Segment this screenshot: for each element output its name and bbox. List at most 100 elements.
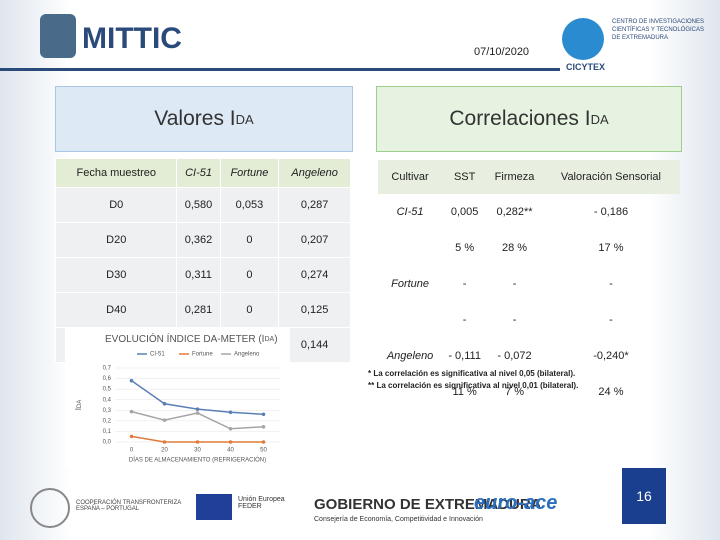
header-cell: CI-51 <box>176 158 221 188</box>
cell: 0,281 <box>176 292 221 328</box>
cell: 0,207 <box>278 222 351 258</box>
header-row: Cultivar SST Firmeza Valoración Sensorial <box>378 160 680 194</box>
row: D20 0,362 0 0,207 <box>54 222 351 258</box>
logo-text: MITTIC <box>82 22 182 55</box>
x-tick-label: 20 <box>161 448 168 454</box>
title-part: EVOLUCIÓN ÍNDICE DA-METER (I <box>105 332 264 345</box>
cell: D40 <box>54 292 178 328</box>
header-row: Fecha muestreo CI-51 Fortune Angeleno <box>54 158 351 188</box>
header-cell: SST <box>442 160 488 194</box>
cell: 0,125 <box>278 292 351 328</box>
center-name: CENTRO DE INVESTIGACIONES CIENTÍFICAS Y … <box>612 19 705 41</box>
row: D0 0,580 0,053 0,287 <box>54 187 351 223</box>
eu: Unión Europea FEDER <box>238 496 285 510</box>
point <box>129 409 134 414</box>
point <box>162 440 167 444</box>
chart: EVOLUCIÓN ÍNDICE DA-METER (IDA)CI-51 Fort… <box>65 328 290 468</box>
cell: 0,311 <box>176 257 221 293</box>
row: --- <box>378 302 680 338</box>
y-tick-label: 0,0 <box>103 440 112 446</box>
cell <box>378 302 442 338</box>
point <box>261 412 266 417</box>
cell: 0,282** <box>496 206 533 218</box>
point <box>195 411 200 415</box>
point <box>195 440 200 444</box>
y-tick-label: 0,6 <box>103 376 112 382</box>
title-text: Valores I <box>154 107 236 130</box>
y-axis-label: IDA <box>74 400 83 411</box>
cell: -0,240* <box>593 350 629 362</box>
point <box>195 407 200 411</box>
x-tick-label: 0 <box>130 448 134 454</box>
x-tick-label: 30 <box>194 448 201 454</box>
cell: - 0,186 <box>593 206 629 218</box>
cell: 0 <box>219 257 280 293</box>
cicytex-icon <box>562 18 604 60</box>
legend-label: CI-51 <box>150 352 165 358</box>
cell: 0,287 <box>278 187 351 223</box>
y-tick-label: 0,4 <box>103 397 112 403</box>
point <box>129 434 134 439</box>
footnote: * La correlación es significativa al niv… <box>368 369 576 378</box>
header-cell: Cultivar <box>378 160 443 194</box>
cell: - <box>512 278 517 290</box>
point <box>129 378 134 383</box>
header-cell: Angeleno <box>278 158 351 188</box>
cell: Angeleno <box>386 350 434 362</box>
eu-flag <box>196 494 232 520</box>
cell: - 0,072 <box>497 350 532 362</box>
y-tick-label: 0,1 <box>103 429 112 435</box>
title-sub: DA <box>590 111 609 127</box>
y-tick-label: 0,7 <box>103 366 112 372</box>
chart-title: EVOLUCIÓN ÍNDICE DA-METER (IDA) <box>105 332 278 345</box>
gov-sub: Consejería de Economía, Competitividad e… <box>314 516 483 523</box>
cell: 7 % <box>505 386 525 398</box>
footnotes: * La correlación es significativa al niv… <box>368 368 578 392</box>
right-title: Correlaciones I DA <box>376 86 682 152</box>
y-tick-label: 0,5 <box>103 387 112 393</box>
legend-label: Fortune <box>192 352 213 358</box>
y-tick-label: 0,3 <box>103 408 112 414</box>
cell: 24 % <box>598 386 624 398</box>
cell: 0,144 <box>278 327 351 363</box>
point <box>228 410 233 415</box>
cell: 0,053 <box>219 187 280 223</box>
gov: GOBIERNO DE EXTREMADURA <box>314 496 542 513</box>
cell: 0,580 <box>176 187 221 223</box>
program-icon <box>30 488 70 528</box>
row: D30 0,311 0 0,274 <box>54 257 351 293</box>
page-number: 16 <box>622 468 666 524</box>
left-title: Valores I DA <box>55 86 353 152</box>
point <box>261 440 266 444</box>
cell: - <box>512 314 517 326</box>
header-rule <box>0 68 560 71</box>
legend-label: Angeleno <box>234 352 260 358</box>
title-part: ) <box>274 334 277 345</box>
header-cell: Fortune <box>219 158 280 188</box>
row: CI-51 0,005 0,282** - 0,186 <box>378 194 680 230</box>
point <box>228 440 233 444</box>
logo-icon <box>40 14 76 58</box>
row: Fortune - - - <box>378 266 680 302</box>
point <box>228 426 233 431</box>
cell: 17 % <box>598 242 624 254</box>
x-axis-label: DÍAS DE ALMACENAMIENTO (REFRIGERACIÓN) <box>129 457 266 464</box>
cell: 0,005 <box>450 206 479 218</box>
label-part: DA <box>77 400 83 408</box>
cell: D30 <box>54 257 178 293</box>
point <box>162 401 167 406</box>
cell: - <box>609 314 613 326</box>
row: D40 0,281 0 0,125 <box>54 292 351 328</box>
right-table: Cultivar SST Firmeza Valoración Sensorial CI… <box>378 160 680 410</box>
cell: 0 <box>219 292 280 328</box>
point <box>162 418 167 422</box>
cicytex-label: CICYTEX <box>566 62 606 72</box>
x-tick-label: 40 <box>227 448 234 454</box>
cell: - 0,111 <box>448 350 481 362</box>
cell: - <box>462 314 467 326</box>
header-cell: Fecha muestreo <box>54 158 178 188</box>
title-part: DA <box>264 336 274 343</box>
cell: 5 % <box>455 242 475 254</box>
header-cell: Valoración Sensorial <box>541 160 680 194</box>
